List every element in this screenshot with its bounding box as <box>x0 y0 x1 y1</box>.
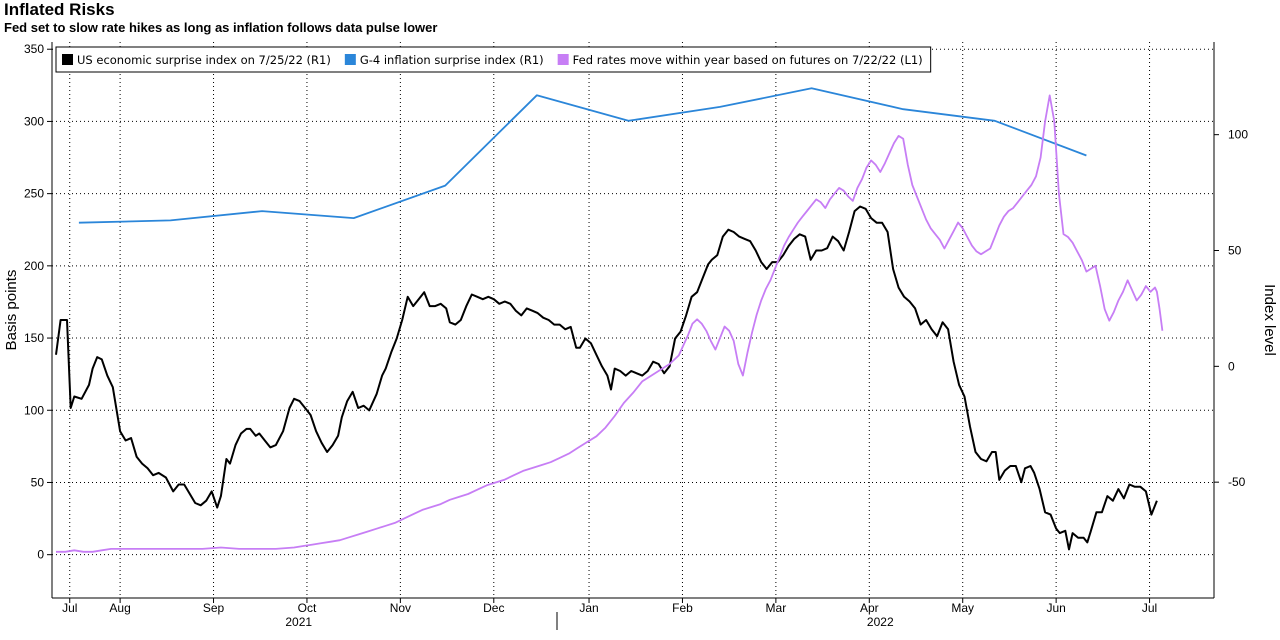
legend-swatch <box>557 54 569 65</box>
y-left-tick-label: 200 <box>24 259 44 273</box>
series-line-1 <box>55 205 1158 551</box>
year-label: 2021 <box>285 615 312 629</box>
y-right-tick-label: 0 <box>1228 359 1235 373</box>
y-left-tick-label: 350 <box>24 42 44 56</box>
legend-swatch <box>62 54 73 65</box>
year-label: 2022 <box>867 615 894 629</box>
y-axis-right-label: Index level <box>1261 284 1278 356</box>
x-tick-label: Apr <box>860 601 879 615</box>
y-left-tick-label: 50 <box>31 475 45 489</box>
series-line-2 <box>78 87 1087 224</box>
x-tick-label: Oct <box>298 601 317 615</box>
axes: 0 50 100 150 200 250 300 350 -50 0 50 100 Jul Aug Sep O… <box>24 42 1248 630</box>
x-tick-label: Mar <box>766 601 787 615</box>
x-tick-label: Feb <box>672 601 693 615</box>
y-right-tick-label: 50 <box>1228 244 1242 258</box>
x-tick-label: Dec <box>483 601 504 615</box>
chart-title: Inflated Risks <box>4 0 115 19</box>
y-left-tick-label: 300 <box>24 114 44 128</box>
x-tick-label: May <box>951 601 974 615</box>
legend-swatch <box>344 54 356 65</box>
chart-subtitle: Fed set to slow rate hikes as long as in… <box>4 20 438 35</box>
legend-label: Fed rates move within year based on futu… <box>573 53 923 67</box>
series-line-3 <box>56 94 1164 553</box>
x-tick-label: Jul <box>62 601 77 615</box>
y-right-tick-label: -50 <box>1228 475 1246 489</box>
y-left-tick-label: 150 <box>24 331 44 345</box>
y-axis-left-label: Basis points <box>3 270 20 351</box>
grid <box>52 42 1214 598</box>
y-left-tick-label: 0 <box>37 548 44 562</box>
x-tick-label: Jan <box>579 601 598 615</box>
legend: US economic surprise index on 7/25/22 (R… <box>55 46 932 73</box>
x-tick-label: Jul <box>1142 601 1157 615</box>
x-tick-label: Nov <box>390 601 411 615</box>
legend-label: US economic surprise index on 7/25/22 (R… <box>77 53 331 67</box>
y-left-tick-label: 250 <box>24 187 44 201</box>
x-tick-label: Sep <box>203 601 225 615</box>
legend-box <box>55 46 932 73</box>
legend-label: G-4 inflation surprise index (R1) <box>360 53 544 67</box>
x-tick-label: Jun <box>1046 601 1065 615</box>
x-tick-label: Aug <box>109 601 130 615</box>
y-left-tick-label: 100 <box>24 403 44 417</box>
series-layer <box>55 87 1164 553</box>
y-right-tick-label: 100 <box>1228 128 1248 142</box>
